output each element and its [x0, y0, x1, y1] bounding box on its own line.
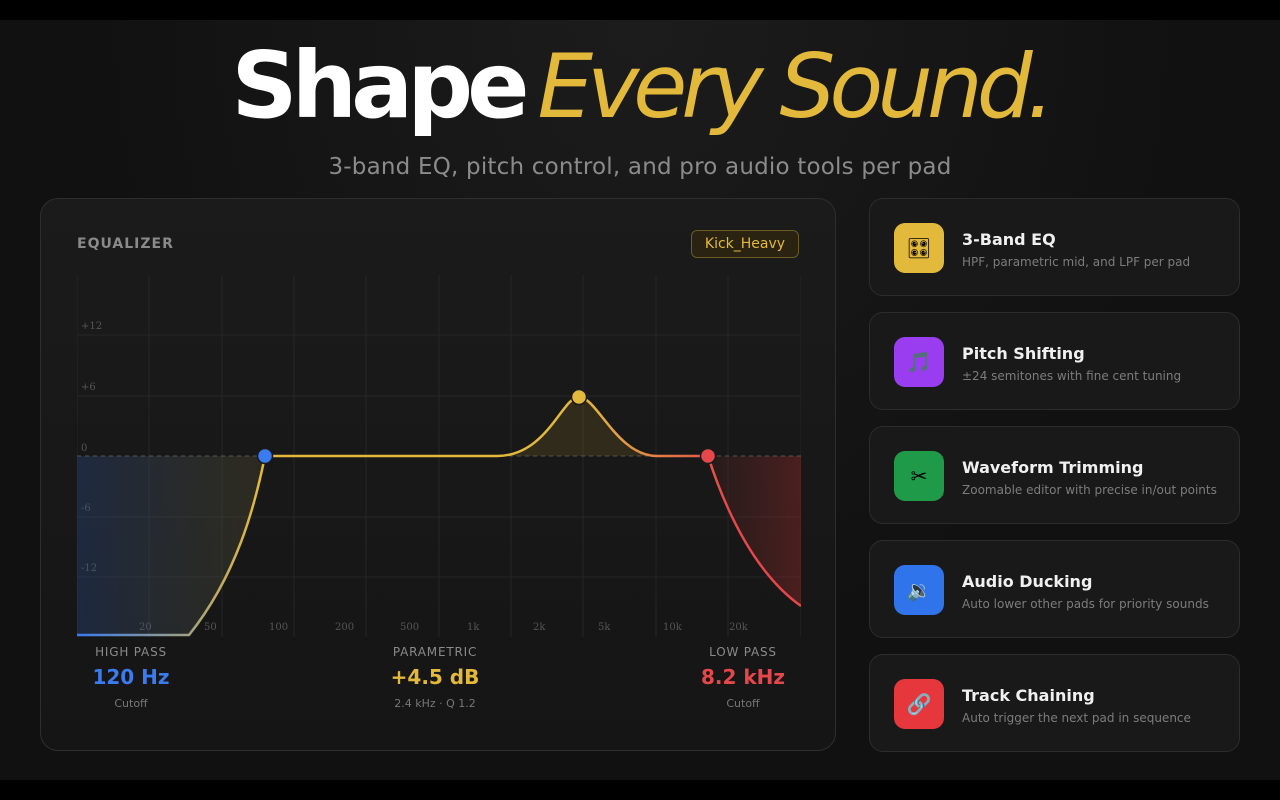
- parametric-caption: 2.4 kHz · Q 1.2: [394, 697, 476, 710]
- feature-title: Audio Ducking: [962, 572, 1093, 591]
- sliders-icon: 🎛: [894, 223, 944, 273]
- feature-description: HPF, parametric mid, and LPF per pad: [962, 255, 1191, 269]
- freq-tick-label: 5k: [598, 622, 611, 633]
- low-pass-readout: LOW PASS 8.2 kHz Cutoff: [653, 645, 833, 710]
- equalizer-title: EQUALIZER: [77, 236, 174, 252]
- feature-title: Pitch Shifting: [962, 344, 1085, 363]
- feature-card[interactable]: 🔉 Audio Ducking Auto lower other pads for …: [869, 540, 1240, 638]
- freq-tick-label: 500: [400, 622, 419, 633]
- eq-graph[interactable]: +12+60-6-12 20501002005001k2k5k10k20k: [77, 275, 801, 637]
- db-tick-label: +6: [81, 382, 96, 393]
- link-icon: 🔗: [894, 679, 944, 729]
- feature-description: Zoomable editor with precise in/out poin…: [962, 483, 1217, 497]
- feature-card[interactable]: 🎛 3-Band EQ HPF, parametric mid, and LPF p…: [869, 198, 1240, 296]
- parametric-readout: PARAMETRIC +4.5 dB 2.4 kHz · Q 1.2: [345, 645, 525, 710]
- equalizer-panel: EQUALIZER Kick_Heavy: [40, 198, 836, 751]
- feature-card[interactable]: ✂ Waveform Trimming Zoomable editor with p…: [869, 426, 1240, 524]
- high-pass-label: HIGH PASS: [95, 645, 167, 659]
- feature-card[interactable]: 🔗 Track Chaining Auto trigger the next pad…: [869, 654, 1240, 752]
- feature-description: Auto lower other pads for priority sound…: [962, 597, 1209, 611]
- feature-card[interactable]: 🎵 Pitch Shifting ±24 semitones with fine c…: [869, 312, 1240, 410]
- freq-tick-label: 20k: [729, 622, 749, 633]
- low-pass-fill: [708, 456, 801, 606]
- high-pass-value: 120 Hz: [92, 665, 170, 689]
- feature-description: Auto trigger the next pad in sequence: [962, 711, 1191, 725]
- low-pass-handle[interactable]: [699, 447, 717, 465]
- feature-description: ±24 semitones with fine cent tuning: [962, 369, 1182, 383]
- freq-tick-label: 10k: [663, 622, 683, 633]
- parametric-handle[interactable]: [570, 388, 588, 406]
- high-pass-fill: [77, 456, 265, 635]
- parametric-value: +4.5 dB: [390, 665, 480, 689]
- freq-tick-label: 100: [269, 622, 288, 633]
- hero-title-part2: Every Sound.: [537, 35, 1054, 138]
- freq-tick-label: 200: [335, 622, 354, 633]
- hero-title: Shape Every Sound.: [0, 40, 1280, 132]
- band-readouts: HIGH PASS 120 Hz Cutoff PARAMETRIC +4.5 …: [41, 645, 837, 725]
- freq-tick-label: 1k: [467, 622, 480, 633]
- db-tick-label: +12: [81, 321, 102, 332]
- freq-tick-label: 50: [204, 622, 217, 633]
- music-note-icon: 🎵: [894, 337, 944, 387]
- high-pass-caption: Cutoff: [114, 697, 148, 710]
- speaker-icon: 🔉: [894, 565, 944, 615]
- feature-title: Waveform Trimming: [962, 458, 1144, 477]
- db-tick-label: 0: [81, 443, 87, 454]
- scissors-icon: ✂: [894, 451, 944, 501]
- freq-tick-label: 2k: [533, 622, 546, 633]
- low-pass-value: 8.2 kHz: [700, 665, 786, 689]
- feature-title: 3-Band EQ: [962, 230, 1056, 249]
- hero-subtitle: 3-band EQ, pitch control, and pro audio …: [328, 154, 952, 180]
- freq-axis: 20501002005001k2k5k10k20k: [139, 622, 749, 633]
- low-pass-caption: Cutoff: [726, 697, 760, 710]
- preset-badge[interactable]: Kick_Heavy: [691, 230, 799, 258]
- high-pass-handle[interactable]: [256, 447, 274, 465]
- parametric-label: PARAMETRIC: [392, 645, 478, 659]
- hero-title-part1: Shape: [231, 32, 529, 139]
- feature-title: Track Chaining: [962, 686, 1095, 705]
- low-pass-label: LOW PASS: [709, 645, 777, 659]
- high-pass-readout: HIGH PASS 120 Hz Cutoff: [41, 645, 221, 710]
- stage: Shape Every Sound. 3-band EQ, pitch contr…: [0, 20, 1280, 780]
